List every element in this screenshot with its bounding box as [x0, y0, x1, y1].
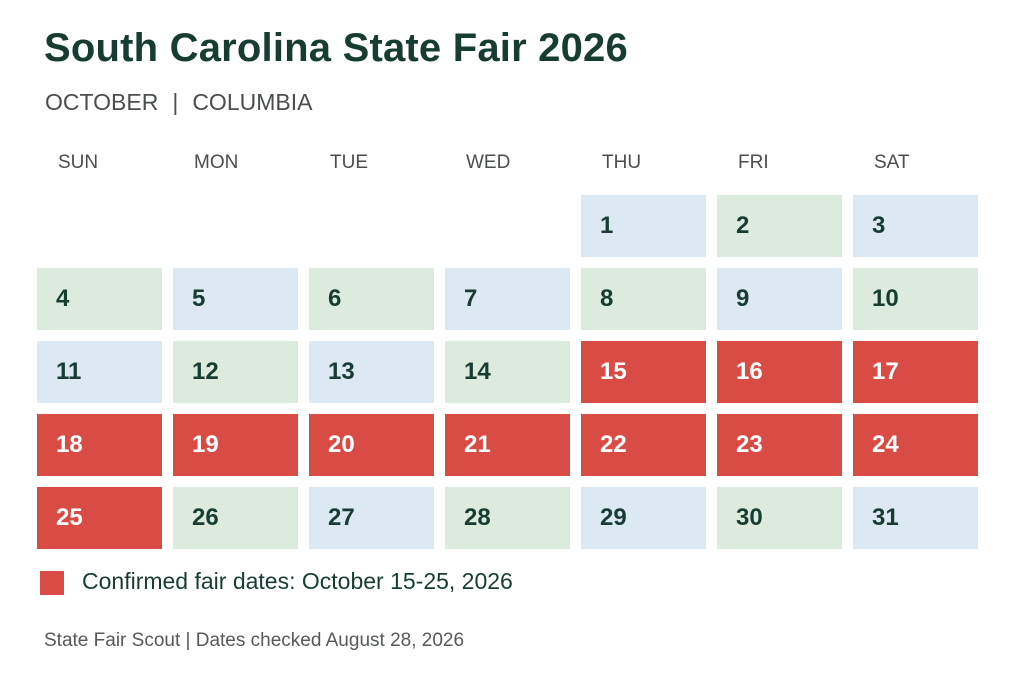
page-title: South Carolina State Fair 2026 — [44, 26, 628, 70]
calendar-day-fair: 20 — [309, 414, 434, 476]
calendar-day: 7 — [445, 268, 570, 330]
calendar-day: 31 — [853, 487, 978, 549]
calendar-day: 29 — [581, 487, 706, 549]
calendar-day-fair: 18 — [37, 414, 162, 476]
legend-swatch — [40, 571, 64, 595]
calendar-day-fair: 15 — [581, 341, 706, 403]
calendar-day: 2 — [717, 195, 842, 257]
calendar-day: 11 — [37, 341, 162, 403]
weekday-wed: WED — [466, 152, 511, 173]
calendar-day-fair: 16 — [717, 341, 842, 403]
legend-label: Confirmed fair dates: October 15-25, 202… — [82, 567, 513, 594]
weekday-tue: TUE — [330, 152, 368, 173]
calendar-blank-cell — [309, 195, 434, 257]
weekday-sun: SUN — [58, 152, 99, 173]
calendar-day: 1 — [581, 195, 706, 257]
calendar-blank-cell — [173, 195, 298, 257]
calendar-day: 26 — [173, 487, 298, 549]
calendar-day: 28 — [445, 487, 570, 549]
weekday-sat: SAT — [874, 152, 910, 173]
calendar-grid: 1 2 3 4 5 6 7 8 9 10 11 12 13 14 15 16 17 18 19 20 21 22 23 24 2… — [37, 195, 978, 549]
calendar-day: 30 — [717, 487, 842, 549]
calendar-day-fair: 21 — [445, 414, 570, 476]
calendar-day: 13 — [309, 341, 434, 403]
weekday-mon: MON — [194, 152, 239, 173]
subtitle: OCTOBER | COLUMBIA — [45, 89, 312, 116]
calendar-day-fair: 23 — [717, 414, 842, 476]
subtitle-month: OCTOBER — [45, 89, 159, 115]
calendar-day: 27 — [309, 487, 434, 549]
weekday-thu: THU — [602, 152, 642, 173]
calendar-day-fair: 22 — [581, 414, 706, 476]
calendar-day: 6 — [309, 268, 434, 330]
footer-source: State Fair Scout | Dates checked August … — [44, 630, 465, 651]
calendar-day: 10 — [853, 268, 978, 330]
calendar-day: 14 — [445, 341, 570, 403]
calendar-day: 12 — [173, 341, 298, 403]
calendar-day: 5 — [173, 268, 298, 330]
calendar-day: 4 — [37, 268, 162, 330]
calendar-blank-cell — [37, 195, 162, 257]
weekday-fri: FRI — [738, 152, 769, 173]
subtitle-separator: | — [172, 89, 179, 115]
weekday-header-row: SUN MON TUE WED THU FRI SAT — [37, 151, 978, 175]
calendar-day: 8 — [581, 268, 706, 330]
calendar-day-fair: 25 — [37, 487, 162, 549]
calendar-day: 3 — [853, 195, 978, 257]
calendar-blank-cell — [445, 195, 570, 257]
calendar-day-fair: 24 — [853, 414, 978, 476]
calendar-day: 9 — [717, 268, 842, 330]
subtitle-city: COLUMBIA — [192, 89, 313, 115]
legend: Confirmed fair dates: October 15-25, 202… — [40, 567, 513, 595]
calendar-day-fair: 19 — [173, 414, 298, 476]
calendar-day-fair: 17 — [853, 341, 978, 403]
